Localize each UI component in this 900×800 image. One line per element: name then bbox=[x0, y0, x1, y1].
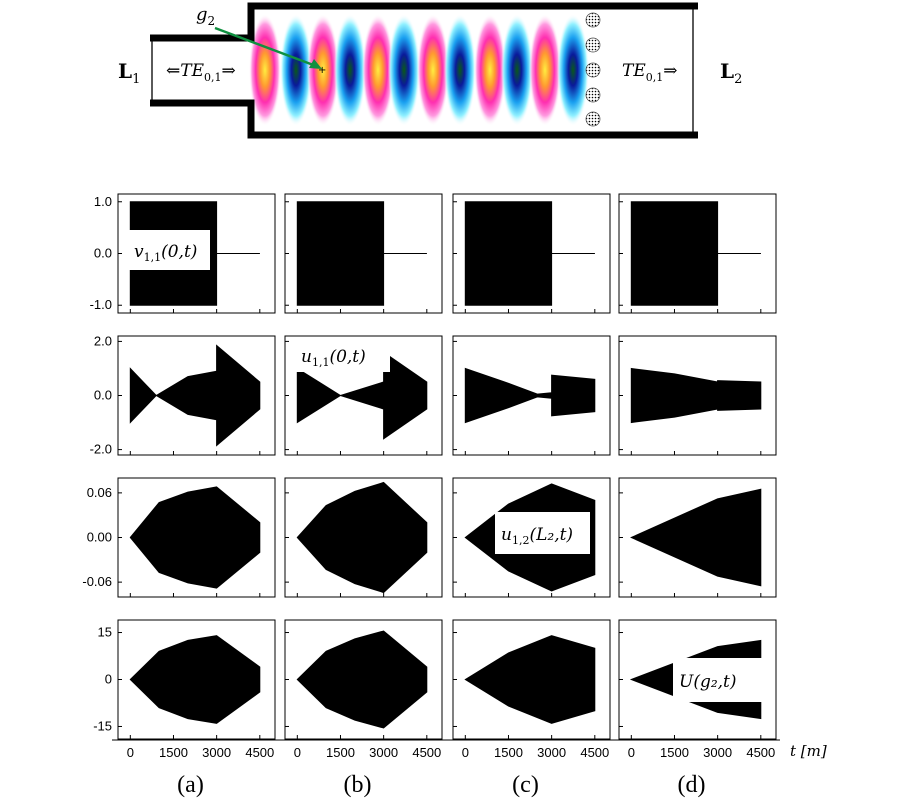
column-caption: (c) bbox=[512, 772, 539, 798]
y-tick-label: 0.0 bbox=[94, 246, 112, 261]
signal-envelope bbox=[296, 630, 428, 729]
waveguide-wall-bottom bbox=[150, 99, 698, 139]
probe-arrowhead bbox=[309, 59, 322, 69]
series-label: v1,1(0,t) bbox=[134, 242, 197, 264]
scatterer bbox=[585, 111, 601, 127]
field-lobe bbox=[307, 14, 339, 126]
signal-envelope bbox=[129, 635, 261, 724]
field-lobe bbox=[388, 14, 420, 126]
series-label: U(g₂,t) bbox=[679, 672, 737, 692]
field-lobes bbox=[249, 14, 589, 126]
series-label-box bbox=[673, 658, 771, 702]
field-lobe bbox=[334, 14, 366, 126]
port-l2-label: L2 bbox=[720, 59, 742, 87]
x-tick-label: 4500 bbox=[245, 745, 274, 760]
y-tick-label: 2.0 bbox=[94, 333, 112, 348]
right-mode-label: TE0,1⇒ bbox=[622, 61, 678, 84]
x-axis-unit-label: t [m] bbox=[790, 742, 827, 760]
left-mode-label: ⇐TE0,1⇒ bbox=[166, 61, 236, 84]
probe-pointer bbox=[214, 26, 317, 68]
port-l1-label: L1 bbox=[118, 59, 140, 87]
y-tick-label: -1.0 bbox=[90, 297, 112, 312]
signal-envelope bbox=[630, 488, 762, 587]
y-tick-label: -15 bbox=[93, 718, 112, 733]
probe-marker: + bbox=[318, 65, 326, 76]
x-tick-label: 3000 bbox=[369, 745, 398, 760]
field-lobe bbox=[444, 14, 476, 126]
x-tick-label: 4500 bbox=[746, 745, 775, 760]
signal-envelope bbox=[464, 635, 596, 724]
field-lobe bbox=[362, 14, 394, 126]
field-lobe bbox=[249, 14, 281, 126]
waveguide-diagram: L1 L2 ⇐TE0,1⇒ TE0,1⇒ + g2 bbox=[118, 2, 742, 139]
series-label: u1,2(L₂,t) bbox=[501, 525, 573, 547]
y-tick-label: 1.0 bbox=[94, 194, 112, 209]
x-tick-label: 0 bbox=[294, 745, 301, 760]
column-caption: (b) bbox=[344, 772, 372, 798]
y-tick-label: -0.06 bbox=[82, 574, 112, 589]
series-label-box bbox=[495, 512, 590, 554]
x-tick-label: 3000 bbox=[202, 745, 231, 760]
field-lobe bbox=[474, 14, 506, 126]
field-lobe bbox=[417, 14, 449, 126]
signal-envelope bbox=[129, 344, 261, 447]
scatterer bbox=[585, 12, 601, 28]
x-tick-label: 0 bbox=[462, 745, 469, 760]
column-caption: (d) bbox=[678, 772, 706, 798]
x-tick-label: 4500 bbox=[412, 745, 441, 760]
x-tick-label: 3000 bbox=[703, 745, 732, 760]
plot-grid: 1.0 0.0 -1.0 2.0 0.0 -2.0 0.06 0.00 -0.06 15 0 -15 0… bbox=[82, 193, 827, 798]
signal-envelope bbox=[630, 367, 762, 424]
field-lobe bbox=[557, 14, 589, 126]
scatterers bbox=[585, 12, 601, 127]
field-lobe bbox=[529, 14, 561, 126]
x-tick-label: 1500 bbox=[326, 745, 355, 760]
column-caption: (a) bbox=[177, 772, 204, 798]
series-label-box bbox=[295, 338, 390, 372]
field-lobe bbox=[280, 14, 312, 126]
series-label: u1,1(0,t) bbox=[301, 347, 366, 369]
series-label-box bbox=[128, 230, 210, 270]
x-tick-label: 0 bbox=[127, 745, 134, 760]
y-tick-label: -2.0 bbox=[90, 442, 112, 457]
probe-label: g2 bbox=[196, 4, 215, 28]
scatterer bbox=[585, 62, 601, 78]
y-tick-label: 0.06 bbox=[87, 485, 112, 500]
signal-envelope bbox=[464, 367, 596, 424]
scatterer bbox=[585, 87, 601, 103]
x-tick-label: 1500 bbox=[159, 745, 188, 760]
x-tick-label: 1500 bbox=[494, 745, 523, 760]
y-tick-label: 0.00 bbox=[87, 530, 112, 545]
x-tick-label: 3000 bbox=[537, 745, 566, 760]
x-tick-label: 0 bbox=[628, 745, 635, 760]
y-tick-label: 15 bbox=[98, 625, 112, 640]
y-tick-label: 0.0 bbox=[94, 388, 112, 403]
y-tick-label: 0 bbox=[105, 672, 112, 687]
field-lobe bbox=[501, 14, 533, 126]
signal-envelope bbox=[129, 486, 261, 589]
x-tick-label: 1500 bbox=[660, 745, 689, 760]
signal-envelope bbox=[296, 481, 428, 594]
signal-envelope bbox=[296, 351, 428, 440]
scatterer bbox=[585, 37, 601, 53]
waveguide-wall-top bbox=[150, 2, 698, 42]
x-tick-label: 4500 bbox=[580, 745, 609, 760]
